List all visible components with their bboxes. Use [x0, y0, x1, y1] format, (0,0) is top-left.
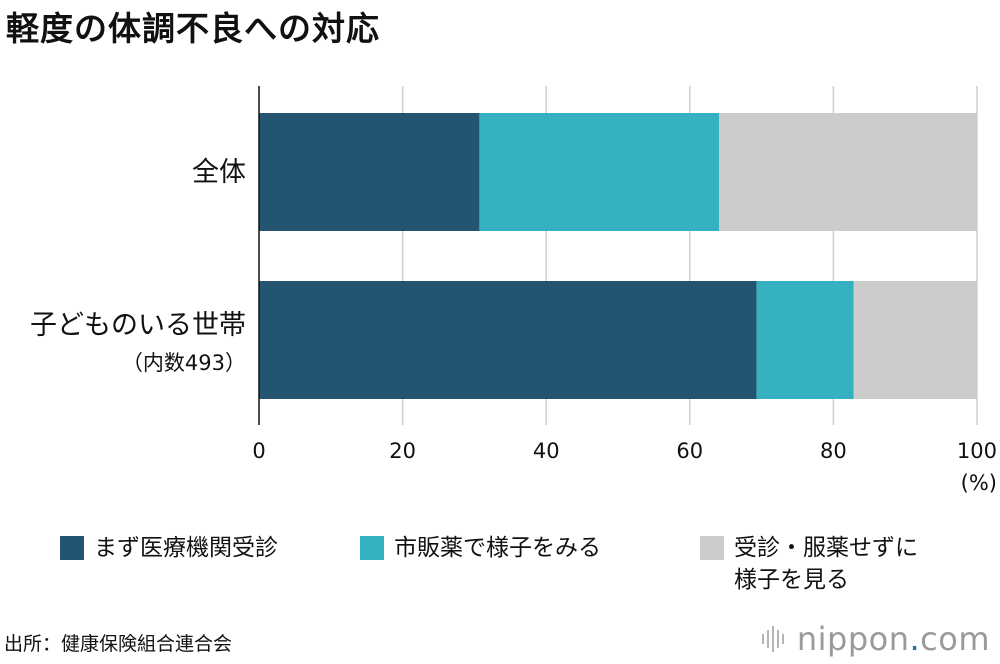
bar-segment: [853, 281, 977, 399]
legend-item-wait-and-see: 受診・服薬せずに 様子を見る: [700, 532, 918, 596]
nippon-logo-icon: [761, 626, 787, 652]
bar-segment: [719, 113, 977, 231]
legend-swatch: [60, 536, 84, 560]
legend-label: 市販薬で様子をみる: [394, 535, 601, 561]
source-note: 出所：健康保険組合連合会: [4, 633, 233, 655]
bar-segment: [259, 113, 480, 231]
x-tick-label: 40: [533, 439, 560, 463]
legend-swatch: [700, 536, 724, 560]
legend-swatch: [360, 536, 384, 560]
x-tick-label: 100: [957, 439, 997, 463]
bars: [259, 113, 977, 399]
x-tick-label: 0: [252, 439, 265, 463]
legend-item-first-visit: まず医療機関受診: [60, 532, 278, 564]
x-tick-labels: 0 20 40 60 80 100: [252, 439, 997, 463]
x-unit-label: (%): [961, 471, 997, 495]
legend-item-otc-medicine: 市販薬で様子をみる: [360, 532, 601, 564]
nippon-logo: nippon. com: [761, 620, 990, 658]
category-label: 子どものいる世帯: [30, 310, 246, 341]
bar-segment: [259, 281, 757, 399]
category-note: （内数493）: [122, 351, 246, 375]
legend-label: まず医療機関受診: [94, 535, 278, 561]
x-tick-label: 80: [820, 439, 847, 463]
legend-label: 受診・服薬せずに 様子を見る: [734, 535, 918, 593]
x-tick-label: 20: [389, 439, 416, 463]
logo-suffix: com: [920, 620, 990, 658]
logo-name: nippon: [796, 620, 910, 658]
chart-title: 軽度の体調不良への対応: [6, 9, 380, 48]
bar-segment: [756, 281, 854, 399]
x-tick-label: 60: [676, 439, 703, 463]
bar-segment: [479, 113, 720, 231]
logo-dot: .: [909, 620, 921, 658]
category-label: 全体: [192, 157, 246, 188]
